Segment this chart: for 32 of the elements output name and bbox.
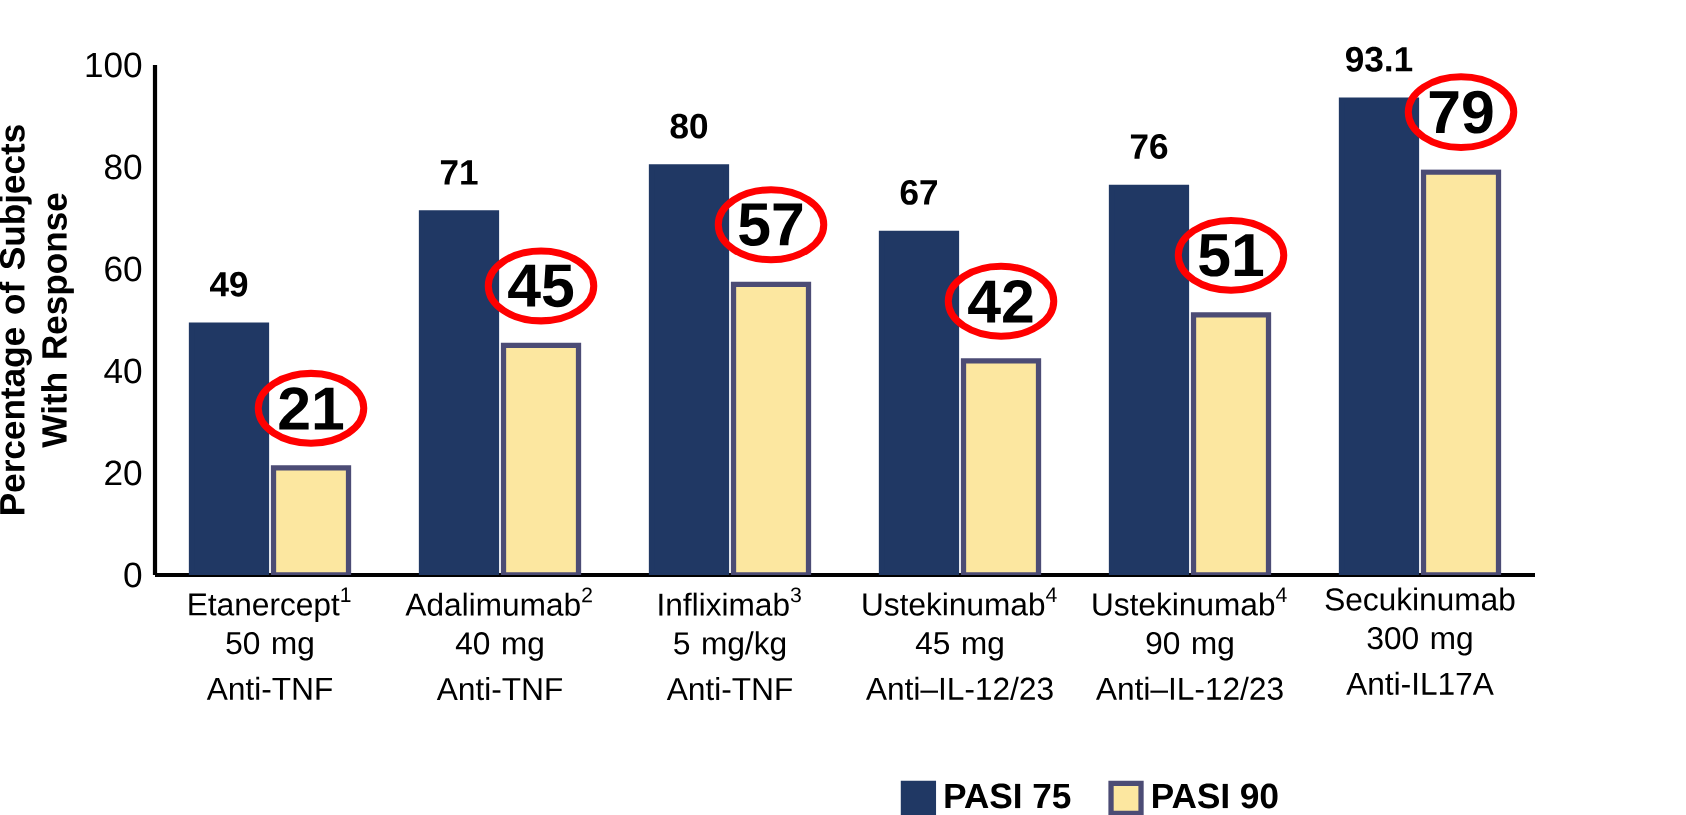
text: Anti-IL17A — [1346, 671, 1494, 695]
data-label: 21 — [279, 387, 344, 430]
data-label: 51 — [1199, 234, 1264, 277]
data-label: 80 — [670, 113, 708, 139]
data-label: 57 — [739, 203, 803, 246]
text: Anti–IL-12/23 — [865, 676, 1053, 701]
y-tick-label: 60 — [105, 256, 142, 282]
data-label: 42 — [968, 280, 1033, 323]
data-label: 93.1 — [1345, 46, 1413, 72]
legend-label: PASI 90 — [1153, 783, 1278, 809]
y-tick-label: 40 — [104, 358, 142, 384]
y-tick-label: 0 — [124, 562, 142, 588]
data-label: 71 — [440, 160, 478, 185]
text: Anti-TNF — [666, 676, 793, 701]
legend-label: PASI 75 — [945, 783, 1071, 809]
category-label: Adalimumab$^{2}$ 40 mg — [405, 587, 592, 661]
data-label: 45 — [508, 264, 574, 308]
data-label: 76 — [1130, 134, 1168, 159]
text: Anti-TNF — [436, 676, 563, 701]
text: Anti–IL-12/23 — [1095, 676, 1283, 701]
category-label: Infliximab$^{3}$ 5 mg/kg — [659, 587, 801, 661]
text: Anti-TNF — [206, 676, 333, 700]
data-label: 67 — [900, 180, 937, 205]
category-label: Ustekinumab$^{4}$ 90 mg — [1093, 587, 1287, 661]
category-label: Etanercept$^{1}$ 50 mg — [189, 587, 351, 661]
y-tick-label: 20 — [105, 460, 142, 486]
category-label: Ustekinumab$^{4}$ 45 mg — [863, 587, 1057, 661]
x-tick-label: Secukinumab 300 mg — [1325, 587, 1515, 656]
data-label: 49 — [209, 271, 248, 297]
y-tick-label: 80 — [105, 154, 142, 180]
y-tick-label: 100 — [86, 52, 142, 78]
data-label: 79 — [1429, 90, 1493, 134]
